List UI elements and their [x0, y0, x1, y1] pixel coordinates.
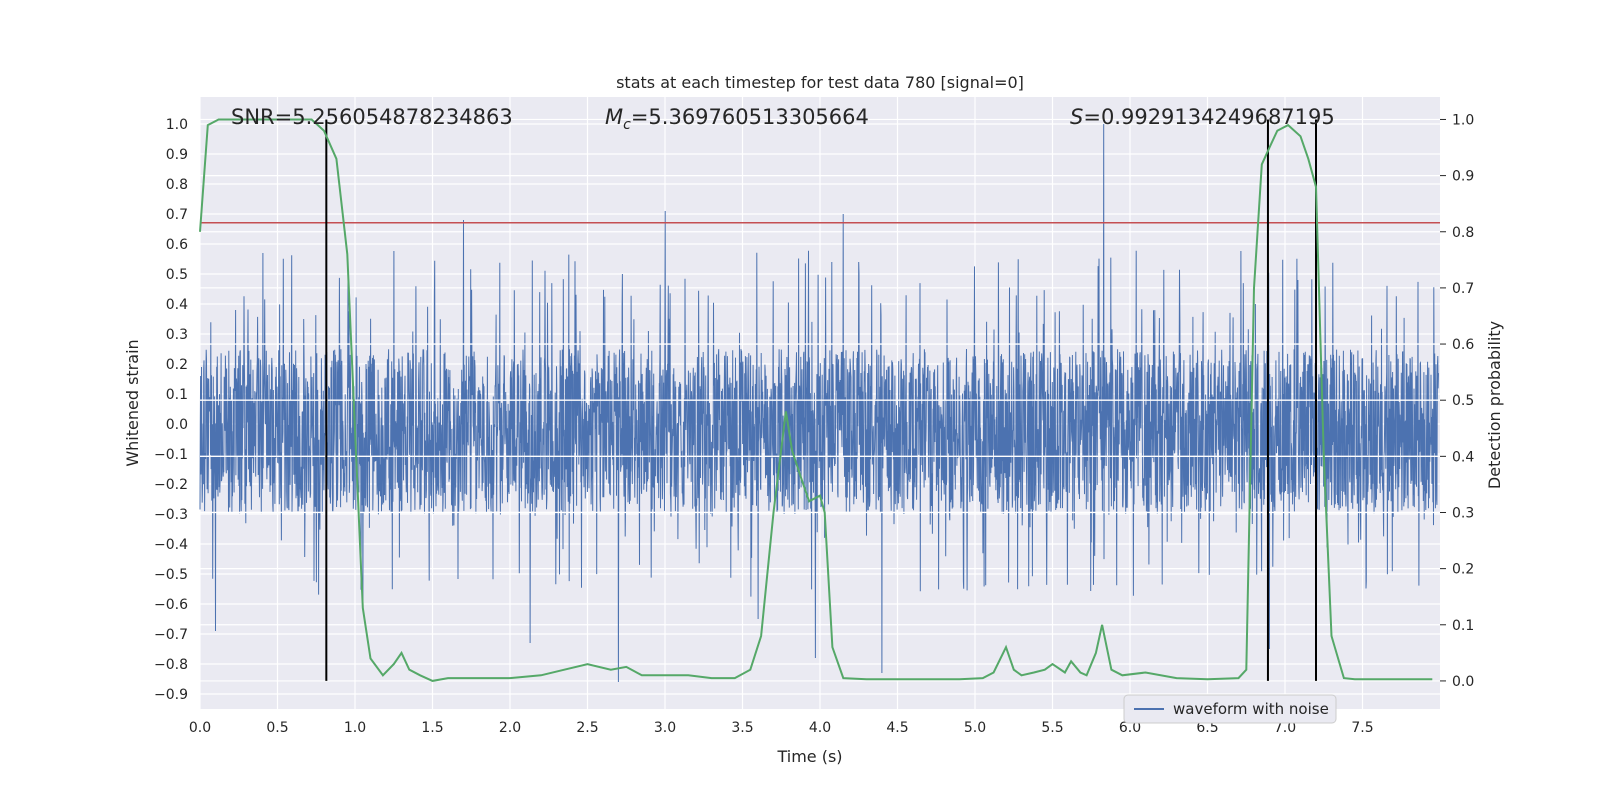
y-left-tick-label: 0.0 [166, 417, 188, 433]
detection-probability-line [199, 118, 1433, 682]
x-tick-label: 7.0 [1274, 720, 1296, 736]
y-left-tick-label: −0.5 [154, 567, 188, 583]
axis-ticks: 0.0 0.5 1.0 1.5 2.0 2.5 3.0 3.5 4.0 4.5 5.0 5.5 6.0 6… [154, 112, 1474, 736]
x-tick-label: 6.5 [1196, 720, 1218, 736]
x-axis-label: Time (s) [776, 747, 842, 766]
x-tick-label: 4.0 [809, 720, 831, 736]
y-left-tick-label: 0.9 [166, 147, 188, 163]
x-tick-label: 1.0 [344, 720, 366, 736]
probability-series [199, 118, 1433, 682]
x-tick-label: 4.5 [886, 720, 908, 736]
y-left-tick-label: 0.4 [166, 297, 188, 313]
x-tick-label: 0.5 [266, 720, 288, 736]
y-left-tick-label: 0.5 [166, 267, 188, 283]
y-left-tick-label: −0.8 [154, 657, 188, 673]
y-right-tick-label: 0.9 [1452, 169, 1474, 185]
mc-value: =5.369760513305664 [631, 105, 869, 129]
y-left-tick-label: 0.1 [166, 387, 188, 403]
y-left-tick-label: −0.1 [154, 447, 188, 463]
x-tick-label: 5.5 [1041, 720, 1063, 736]
y-left-tick-label: 0.2 [166, 357, 188, 373]
y-right-tick-label: 0.2 [1452, 562, 1474, 578]
y-left-tick-label: −0.3 [154, 507, 188, 523]
y-right-tick-label: 0.1 [1452, 618, 1474, 634]
y-right-tick-label: 0.5 [1452, 393, 1474, 409]
y-axis-right-label: Detection probability [1485, 321, 1504, 489]
x-tick-label: 2.5 [576, 720, 598, 736]
mc-subscript: c [623, 117, 631, 133]
legend: waveform with noise [1123, 694, 1337, 724]
y-right-tick-label: 1.0 [1452, 112, 1474, 128]
chirp-mass-annotation: Mc=5.369760513305664 [605, 105, 869, 133]
y-right-tick-label: 0.3 [1452, 505, 1474, 521]
y-left-tick-label: 0.3 [166, 327, 188, 343]
s-symbol: S [1070, 105, 1083, 129]
y-left-tick-label: 0.8 [166, 177, 188, 193]
legend-box [1123, 694, 1337, 724]
x-tick-label: 0.0 [189, 720, 211, 736]
y-right-tick-label: 0.4 [1452, 449, 1474, 465]
waveform-line [199, 123, 1439, 683]
x-tick-label: 5.0 [964, 720, 986, 736]
snr-annotation: SNR=5.256054878234863 [231, 105, 513, 129]
y-axis-left-label: Whitened strain [123, 339, 142, 466]
x-tick-label: 7.5 [1351, 720, 1373, 736]
x-tick-label: 3.5 [731, 720, 753, 736]
y-left-tick-label: 1.0 [166, 117, 188, 133]
y-left-tick-label: 0.7 [166, 207, 188, 223]
s-annotation: S=0.9929134249687195 [1070, 105, 1335, 129]
y-left-tick-label: 0.6 [166, 237, 188, 253]
chart-title: stats at each timestep for test data 780… [616, 73, 1024, 92]
s-value: =0.9929134249687195 [1083, 105, 1334, 129]
y-right-tick-label: 0.7 [1452, 281, 1474, 297]
x-tick-label: 6.0 [1119, 720, 1141, 736]
x-tick-label: 2.0 [499, 720, 521, 736]
y-right-tick-label: 0.0 [1452, 674, 1474, 690]
y-right-tick-label: 0.6 [1452, 337, 1474, 353]
y-left-tick-label: −0.6 [154, 597, 188, 613]
y-left-tick-label: −0.2 [154, 477, 188, 493]
mc-symbol: M [605, 105, 623, 129]
y-right-tick-label: 0.8 [1452, 225, 1474, 241]
y-left-tick-label: −0.4 [154, 537, 188, 553]
x-tick-label: 3.0 [654, 720, 676, 736]
x-tick-label: 1.5 [421, 720, 443, 736]
y-left-tick-label: −0.7 [154, 627, 188, 643]
y-left-tick-label: −0.9 [154, 687, 188, 703]
waveform-series [199, 123, 1439, 683]
legend-entry-waveform: waveform with noise [1173, 700, 1329, 718]
